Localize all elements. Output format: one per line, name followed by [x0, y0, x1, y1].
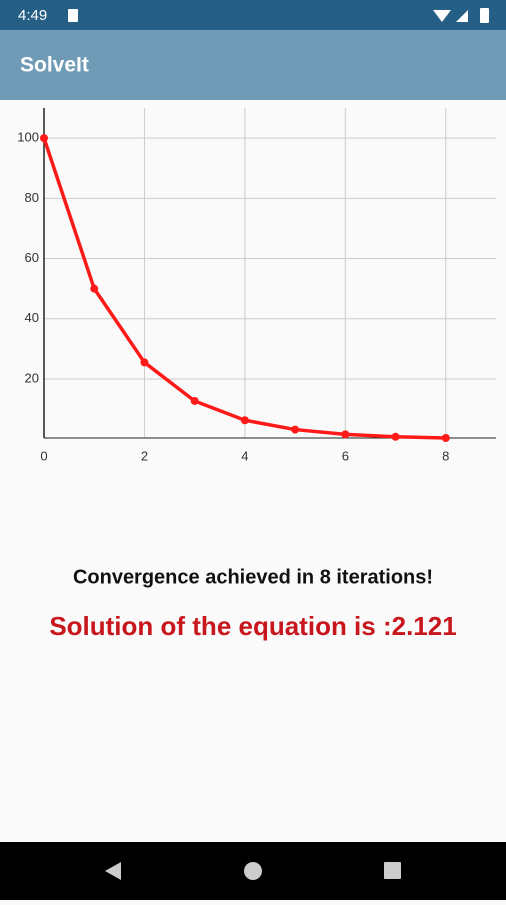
data-point	[40, 134, 48, 143]
app-title: SolveIt	[20, 54, 89, 77]
data-point	[90, 284, 99, 293]
y-tick-label: 20	[25, 370, 39, 385]
x-tick-label: 2	[141, 448, 148, 463]
data-point	[291, 425, 300, 434]
data-point	[240, 416, 249, 425]
y-tick-label: 100	[17, 130, 39, 145]
y-tick-label: 80	[25, 190, 39, 205]
home-button[interactable]	[244, 862, 262, 880]
chart: 20 40 60 80 100 0 2 4 6 8	[17, 108, 496, 463]
x-tick-label: 4	[241, 448, 248, 463]
battery-icon	[480, 8, 489, 23]
data-point	[391, 432, 400, 441]
data-point	[441, 434, 450, 442]
solution-text: Solution of the equation is :2.121	[49, 611, 456, 641]
sd-icon	[68, 9, 78, 22]
wifi-icon	[433, 10, 451, 22]
y-tick-label: 60	[25, 250, 39, 265]
back-button[interactable]	[105, 862, 121, 880]
data-point	[190, 396, 199, 405]
x-tick-label: 6	[342, 448, 349, 463]
status-bar	[0, 0, 506, 30]
status-time: 4:49	[18, 7, 47, 24]
signal-icon	[456, 10, 468, 22]
recents-button[interactable]	[384, 862, 401, 879]
y-tick-label: 40	[25, 310, 39, 325]
convergence-text: Convergence achieved in 8 iterations!	[73, 566, 433, 588]
x-tick-label: 8	[442, 448, 449, 463]
data-point	[140, 358, 149, 367]
x-tick-label: 0	[40, 448, 47, 463]
data-point	[341, 430, 350, 439]
app-bar	[0, 30, 506, 100]
